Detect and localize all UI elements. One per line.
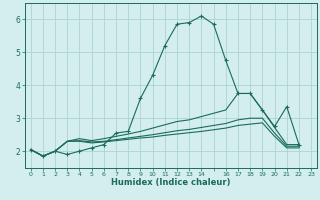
X-axis label: Humidex (Indice chaleur): Humidex (Indice chaleur): [111, 178, 231, 187]
